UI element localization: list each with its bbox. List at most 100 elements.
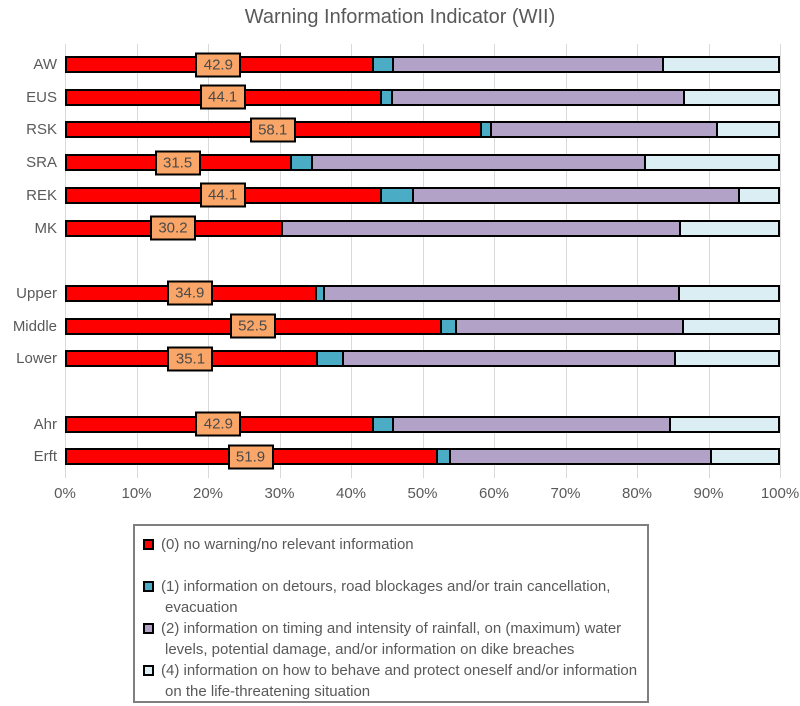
bar-row-aw bbox=[65, 56, 780, 73]
x-tick-label: 0% bbox=[54, 485, 76, 502]
data-label: 35.1 bbox=[167, 346, 214, 372]
category-label-middle: Middle bbox=[12, 317, 57, 335]
bar-row-ahr bbox=[65, 415, 780, 433]
gridline bbox=[780, 44, 781, 478]
bar-row-rek bbox=[65, 186, 780, 204]
bar-segment-series-2 bbox=[454, 317, 683, 335]
bar-row-rsk bbox=[65, 121, 780, 139]
bar-row-middle bbox=[65, 317, 780, 335]
bar-segment-series-3 bbox=[715, 121, 780, 139]
bar-segment-series-3 bbox=[662, 56, 780, 73]
gridline bbox=[208, 44, 209, 478]
x-tick-label: 10% bbox=[121, 485, 152, 502]
legend-swatch bbox=[143, 623, 154, 634]
legend-item: (1) information on detours, road blockag… bbox=[143, 576, 639, 618]
legend-label: (1) information on detours, road blockag… bbox=[161, 578, 611, 616]
data-label: 52.5 bbox=[229, 313, 276, 339]
bar-segment-series-2 bbox=[411, 186, 738, 204]
data-label: 42.9 bbox=[195, 411, 242, 437]
bar-segment-series-1 bbox=[371, 56, 393, 73]
data-label: 44.1 bbox=[199, 182, 246, 208]
bar-segment-series-2 bbox=[391, 88, 683, 106]
bar-segment-series-1 bbox=[314, 284, 324, 302]
bar-segment-series-3 bbox=[677, 284, 780, 302]
bar-segment-series-1 bbox=[480, 121, 491, 139]
bar-row-mk bbox=[65, 219, 780, 237]
bar-row-erft bbox=[65, 448, 780, 466]
legend-label: (0) no warning/no relevant information bbox=[161, 536, 414, 553]
category-label-ahr: Ahr bbox=[33, 415, 57, 433]
bar-segment-series-1 bbox=[436, 448, 449, 466]
legend: (0) no warning/no relevant information (1… bbox=[133, 524, 649, 703]
category-label-rek: REK bbox=[26, 186, 57, 204]
bar-segment-series-3 bbox=[674, 350, 780, 368]
bar-segment-series-1 bbox=[380, 88, 392, 106]
x-tick-label: 70% bbox=[550, 485, 581, 502]
gridline bbox=[637, 44, 638, 478]
gridline bbox=[708, 44, 710, 478]
bar-segment-series-3 bbox=[682, 88, 780, 106]
bar-segment-series-2 bbox=[392, 56, 663, 73]
category-label-sra: SRA bbox=[26, 154, 57, 172]
bar-segment-series-2 bbox=[310, 154, 645, 172]
category-label-mk: MK bbox=[34, 219, 58, 237]
category-label-erft: Erft bbox=[33, 448, 57, 466]
category-label-rsk: RSK bbox=[26, 121, 57, 139]
chart-title: Warning Information Indicator (WII) bbox=[244, 6, 556, 28]
plot-area: 42.9 44.1 58.1 31.5 44.1 30.2 34.9 52.5 35.1 42.9… bbox=[65, 44, 781, 478]
gridline bbox=[422, 44, 424, 478]
data-label: 51.9 bbox=[227, 444, 274, 470]
legend-swatch bbox=[143, 665, 154, 676]
bar-segment-series-3 bbox=[709, 448, 780, 466]
data-label: 42.9 bbox=[195, 52, 242, 77]
bar-segment-series-1 bbox=[290, 154, 311, 172]
bar-segment-series-2 bbox=[448, 448, 710, 466]
data-label: 31.5 bbox=[154, 150, 201, 176]
x-tick-label: 80% bbox=[621, 485, 653, 502]
gridline bbox=[136, 44, 138, 478]
gridline bbox=[351, 44, 352, 478]
category-label-aw: AW bbox=[33, 56, 57, 73]
bar-segment-series-1 bbox=[380, 186, 412, 204]
data-label: 34.9 bbox=[166, 280, 213, 306]
x-tick-label: 20% bbox=[192, 485, 224, 502]
data-label: 30.2 bbox=[149, 215, 196, 241]
bar-segment-series-2 bbox=[323, 284, 678, 302]
bar-segment-series-3 bbox=[682, 317, 780, 335]
x-tick-label: 90% bbox=[693, 485, 724, 502]
category-label-upper: Upper bbox=[16, 284, 57, 302]
bar-row-eus bbox=[65, 88, 780, 106]
bar-segment-series-3 bbox=[644, 154, 780, 172]
category-label-eus: EUS bbox=[26, 88, 57, 106]
bar-segment-series-3 bbox=[679, 219, 780, 237]
gridline bbox=[65, 44, 66, 478]
legend-swatch bbox=[143, 581, 154, 592]
gridline bbox=[494, 44, 495, 478]
bar-segment-series-3 bbox=[737, 186, 780, 204]
bar-segment-series-1 bbox=[440, 317, 455, 335]
legend-label: (2) information on timing and intensity … bbox=[161, 620, 622, 658]
bar-segment-series-2 bbox=[490, 121, 716, 139]
gridline bbox=[565, 44, 567, 478]
bar-segment-series-1 bbox=[371, 415, 393, 433]
legend-item: (2) information on timing and intensity … bbox=[143, 618, 639, 660]
x-tick-label: 30% bbox=[264, 485, 295, 502]
x-axis: 0% 10% 20% 30% 40% 50% 60% 70% 80% 90% 100% bbox=[54, 482, 799, 506]
legend-label: (4) information on how to behave and pro… bbox=[161, 662, 638, 700]
bar-segment-series-1 bbox=[315, 350, 343, 368]
data-label: 58.1 bbox=[249, 117, 296, 143]
x-tick-label: 40% bbox=[335, 485, 367, 502]
legend-swatch bbox=[143, 539, 154, 550]
category-label-lower: Lower bbox=[16, 350, 57, 368]
legend-item: (0) no warning/no relevant information bbox=[143, 534, 639, 555]
data-label: 44.1 bbox=[199, 84, 246, 110]
bar-segment-series-2 bbox=[392, 415, 670, 433]
bar-segment-series-3 bbox=[669, 415, 780, 433]
legend-item: (4) information on how to behave and pro… bbox=[143, 660, 639, 702]
bar-segment-series-2 bbox=[342, 350, 675, 368]
x-tick-label: 100% bbox=[760, 485, 800, 502]
bar-segment-series-2 bbox=[280, 219, 680, 237]
gridline bbox=[279, 44, 281, 478]
x-tick-label: 50% bbox=[407, 485, 438, 502]
